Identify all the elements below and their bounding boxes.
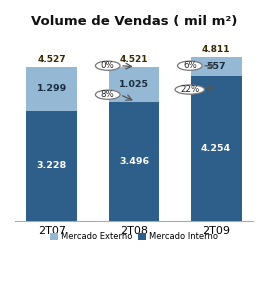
- Text: 3.496: 3.496: [119, 157, 149, 166]
- Ellipse shape: [95, 61, 120, 70]
- Legend: Mercado Externo, Mercado Interno: Mercado Externo, Mercado Interno: [46, 229, 222, 245]
- Text: 4.527: 4.527: [38, 55, 66, 64]
- Text: 3.228: 3.228: [37, 161, 67, 170]
- Ellipse shape: [177, 61, 202, 70]
- Bar: [109, 102, 159, 221]
- Text: 4.521: 4.521: [120, 55, 148, 64]
- Text: 1.299: 1.299: [37, 84, 67, 93]
- Text: 4.811: 4.811: [202, 46, 230, 55]
- Text: 6%: 6%: [183, 61, 197, 70]
- Ellipse shape: [95, 90, 120, 99]
- Bar: [109, 67, 159, 102]
- Text: 1.025: 1.025: [119, 80, 149, 89]
- Title: Volume de Vendas ( mil m²): Volume de Vendas ( mil m²): [31, 15, 237, 28]
- Bar: [27, 67, 77, 111]
- Bar: [191, 57, 241, 76]
- Ellipse shape: [175, 85, 204, 94]
- Text: 4.254: 4.254: [201, 144, 231, 153]
- Bar: [191, 76, 241, 221]
- Text: 0%: 0%: [101, 61, 115, 70]
- Text: 22%: 22%: [180, 85, 199, 94]
- Text: 8%: 8%: [101, 90, 115, 99]
- Bar: [27, 111, 77, 221]
- Text: 557: 557: [206, 62, 226, 71]
